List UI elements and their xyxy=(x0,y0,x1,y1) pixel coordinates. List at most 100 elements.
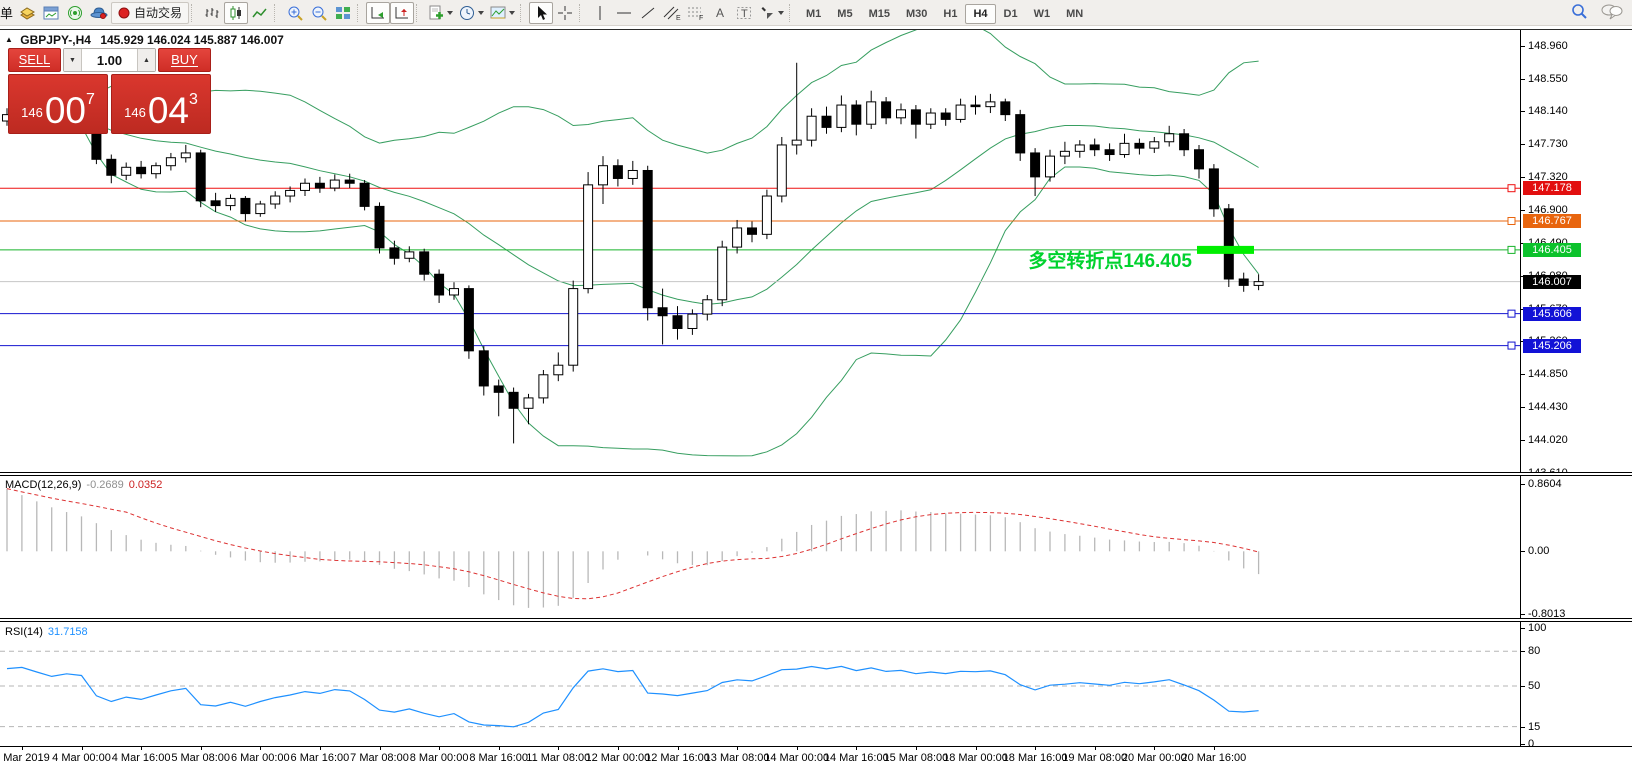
autotrading-label: 自动交易 xyxy=(134,6,183,20)
crosshair-button[interactable] xyxy=(553,2,577,24)
candle-body xyxy=(836,104,847,128)
time-axis-tick xyxy=(617,747,619,750)
line-chart-button[interactable] xyxy=(248,2,272,24)
shift-chart-button[interactable] xyxy=(390,1,415,24)
candle-body xyxy=(1000,101,1011,116)
zoom-in-button[interactable] xyxy=(283,2,307,24)
timeframe-M30[interactable]: M30 xyxy=(905,7,928,20)
candle-body xyxy=(851,104,862,125)
tile-windows-button[interactable] xyxy=(331,2,355,24)
search-icon[interactable] xyxy=(1570,2,1588,20)
time-axis-label: 18 Mar 16:00 xyxy=(1002,752,1068,764)
rsi-axis-tick xyxy=(1521,686,1525,687)
candle-body xyxy=(151,165,161,175)
candle-body xyxy=(1223,208,1234,280)
candle-body xyxy=(419,251,430,275)
autoscroll-button[interactable] xyxy=(366,1,391,24)
indicators-button[interactable] xyxy=(425,2,456,24)
price-tag: 145.606 xyxy=(1523,306,1581,321)
zoom-out-icon xyxy=(312,6,327,21)
timeframe-H4[interactable]: H4 xyxy=(965,3,996,24)
price-axis-tick xyxy=(1521,78,1525,80)
level-highlight-segment[interactable] xyxy=(1197,245,1254,254)
annotation-text[interactable]: 多空转折点146.405 xyxy=(1028,251,1192,272)
trendline-button[interactable] xyxy=(636,2,660,24)
volume-increase-button[interactable]: ▲ xyxy=(137,49,155,71)
open-chart-icon[interactable] xyxy=(39,2,63,24)
timeframe-W1[interactable]: W1 xyxy=(1033,7,1051,20)
volume-input[interactable]: 1.00 xyxy=(96,52,123,68)
community-icon[interactable] xyxy=(87,2,111,24)
volume-decrease-button[interactable]: ▼ xyxy=(64,49,82,71)
timeframe-M1[interactable]: M1 xyxy=(806,7,822,20)
new-order-button[interactable]: 单 xyxy=(0,6,14,21)
timeframe-M15[interactable]: M15 xyxy=(868,7,890,20)
candle-body xyxy=(180,152,191,159)
new-order-icon[interactable] xyxy=(15,2,39,24)
time-axis-label: 4 Mar 00:00 xyxy=(52,752,111,764)
timeframe-H1[interactable]: H1 xyxy=(943,7,958,20)
sell-price[interactable]: 146 00 7 xyxy=(8,74,108,134)
time-axis-label: 6 Mar 16:00 xyxy=(290,752,350,764)
candle-body xyxy=(1119,142,1130,156)
time-axis-label: 1 Mar 2019 xyxy=(0,752,50,764)
channel-button[interactable]: E xyxy=(660,2,684,24)
candlestick-button[interactable] xyxy=(224,1,249,24)
time-axis-tick xyxy=(439,747,441,750)
buy-button[interactable]: BUY xyxy=(158,48,211,72)
bar-chart-button[interactable] xyxy=(200,2,224,24)
horizontal-level-lines[interactable] xyxy=(0,184,1520,350)
timeframe-D1[interactable]: D1 xyxy=(1003,7,1018,20)
symbol-title: ▲ GBPJPY-,H4 145.929 146.024 145.887 146… xyxy=(5,33,284,47)
candle-body xyxy=(1149,141,1160,149)
candle-body xyxy=(881,101,892,119)
time-axis-label: 12 Mar 00:00 xyxy=(585,752,651,764)
candle-body xyxy=(955,104,966,120)
candle-body xyxy=(925,112,936,125)
timeframe-MN[interactable]: MN xyxy=(1066,7,1084,20)
buy-price[interactable]: 146 04 3 xyxy=(111,74,211,134)
horizontal-line-button[interactable] xyxy=(612,2,636,24)
label-button[interactable]: T xyxy=(732,2,756,24)
periods-button[interactable] xyxy=(456,2,487,24)
collapse-triangle-icon[interactable]: ▲ xyxy=(5,35,13,44)
pane-separator-macd[interactable] xyxy=(0,472,1632,476)
one-click-panel: SELL ▼ 1.00 ▲ BUY 146 00 7 146 04 3 xyxy=(8,48,211,134)
arrows-button[interactable] xyxy=(756,2,787,24)
price-axis-tick xyxy=(1521,440,1525,442)
channel-icon: E xyxy=(663,6,681,21)
chat-icon[interactable] xyxy=(1600,2,1624,20)
autotrading-button[interactable]: 自动交易 xyxy=(111,1,190,24)
pane-separator-rsi[interactable] xyxy=(0,618,1632,622)
candle-body xyxy=(508,391,519,409)
templates-button[interactable] xyxy=(487,2,518,24)
zoom-out-button[interactable] xyxy=(307,2,331,24)
templates-icon xyxy=(490,6,506,18)
cursor-icon xyxy=(538,5,548,20)
text-button[interactable]: A xyxy=(708,2,732,24)
timeframe-M5[interactable]: M5 xyxy=(837,7,853,20)
vertical-line-button[interactable] xyxy=(588,2,612,24)
rsi-axis-tick xyxy=(1521,628,1525,629)
fibonacci-button[interactable]: F xyxy=(684,2,708,24)
candle-body xyxy=(434,273,445,296)
svg-text:A: A xyxy=(716,6,724,20)
bollinger-bands xyxy=(66,30,1259,457)
horizontal-line-icon xyxy=(617,12,632,13)
signal-icon[interactable] xyxy=(63,2,87,24)
cursor-button[interactable] xyxy=(529,1,554,24)
candle-body xyxy=(791,139,802,146)
svg-text:E: E xyxy=(676,15,681,21)
price-axis-tick xyxy=(1521,111,1525,113)
candle-body xyxy=(165,157,176,167)
candle-body xyxy=(225,197,236,207)
price-tag: 145.206 xyxy=(1523,338,1581,353)
shift-chart-icon xyxy=(395,6,409,18)
sell-button[interactable]: SELL xyxy=(8,48,61,72)
time-axis-label: 20 Mar 16:00 xyxy=(1181,752,1247,764)
candle-body xyxy=(463,288,474,352)
rsi-plot xyxy=(0,650,1520,728)
price-axis-label: 148.960 xyxy=(1528,40,1568,52)
toolbar: 单 自动交易 xyxy=(0,0,1632,26)
